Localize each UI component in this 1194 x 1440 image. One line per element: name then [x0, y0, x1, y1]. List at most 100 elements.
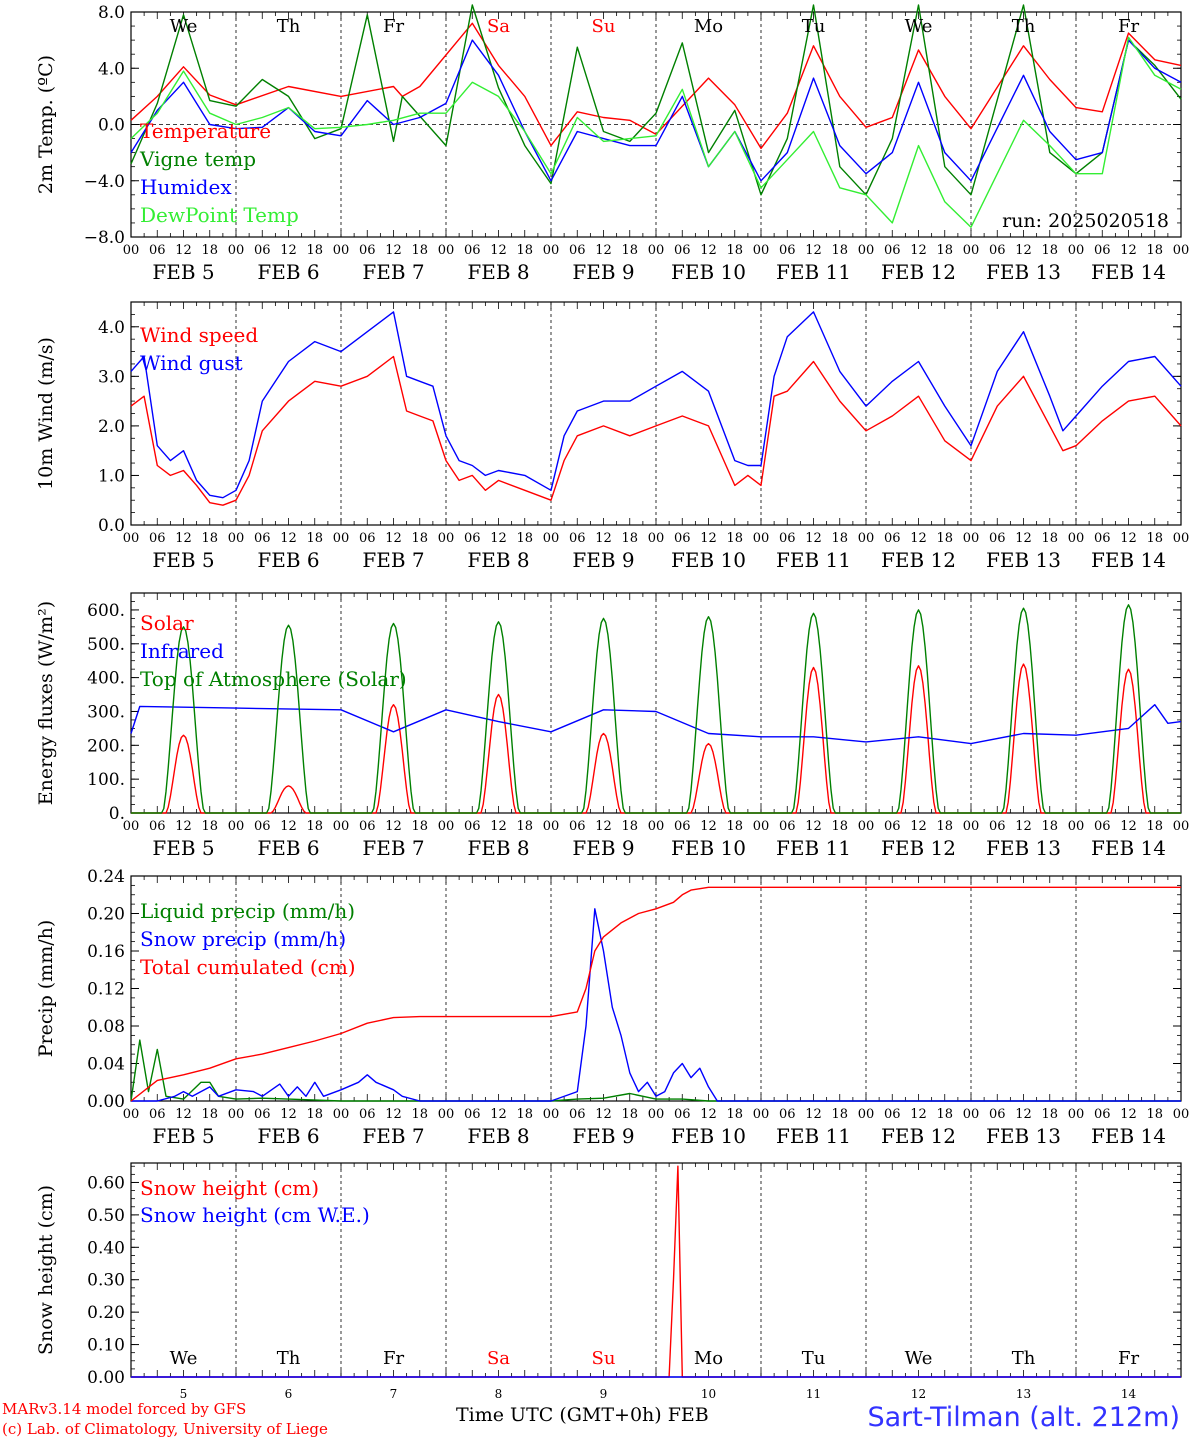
legend-entry: Wind speed	[140, 323, 258, 347]
hour-tick-label: 12	[805, 819, 822, 834]
y-tick-label: 0.	[109, 804, 125, 824]
hour-tick-label: 18	[201, 819, 218, 834]
day-label: FEB 8	[467, 836, 529, 860]
hour-tick-label: 00	[1173, 1107, 1190, 1122]
legend-entry: Top of Atmosphere (Solar)	[140, 667, 407, 691]
hour-tick-label: 00	[228, 1107, 245, 1122]
weekday-label: Th	[277, 16, 301, 37]
hour-tick-label: 00	[963, 819, 980, 834]
hour-tick-label: 12	[490, 531, 507, 546]
hour-tick-label: 12	[385, 819, 402, 834]
hour-tick-label: 06	[884, 819, 901, 834]
hour-tick-label: 12	[385, 1107, 402, 1122]
hour-tick-label: 00	[1068, 531, 1085, 546]
hour-tick-label: 18	[1146, 819, 1163, 834]
y-axis-label: Precip (mm/h)	[35, 920, 57, 1058]
day-number-label: 13	[1016, 1387, 1031, 1400]
hour-tick-label: 06	[359, 531, 376, 546]
series-line	[130, 1039, 1181, 1102]
hour-tick-label: 06	[884, 1107, 901, 1122]
hour-tick-label: 06	[884, 243, 901, 258]
hour-tick-label: 12	[490, 1107, 507, 1122]
y-tick-label: 0.30	[87, 1271, 125, 1291]
series-line	[130, 22, 1182, 150]
day-label: FEB 14	[1091, 836, 1166, 860]
hour-tick-label: 00	[543, 819, 560, 834]
series-line	[130, 39, 1182, 182]
hour-tick-label: 18	[201, 531, 218, 546]
series-line	[131, 604, 1181, 814]
y-tick-label: 1.0	[98, 466, 125, 486]
series-line	[130, 704, 1182, 745]
hour-tick-label: 12	[175, 1107, 192, 1122]
hour-tick-label: 12	[1015, 819, 1032, 834]
y-tick-label: 0.12	[87, 980, 125, 1000]
hour-tick-label: 00	[648, 819, 665, 834]
panel-3: 600. 500. 400. 300. 200. 100. 0. Energy fluxes …	[35, 592, 1189, 860]
hour-tick-label: 00	[1068, 819, 1085, 834]
x-axis-month: FEB	[667, 1404, 709, 1426]
hour-tick-label: 18	[936, 243, 953, 258]
hour-tick-label: 06	[569, 531, 586, 546]
hour-tick-label: 00	[333, 243, 350, 258]
hour-tick-label: 06	[359, 1107, 376, 1122]
legend-entry: Snow height (cm W.E.)	[140, 1203, 370, 1227]
weekday-label: Sa	[487, 16, 510, 37]
y-tick-label: 600.	[87, 601, 125, 621]
weekday-label: Fr	[383, 16, 404, 37]
day-label: FEB 13	[986, 836, 1061, 860]
y-tick-label: 0.0	[98, 516, 125, 536]
day-number-label: 8	[495, 1387, 503, 1400]
weekday-label: Fr	[383, 1348, 404, 1369]
hour-tick-label: 18	[726, 243, 743, 258]
legend-entry: Humidex	[140, 175, 232, 199]
day-label: FEB 6	[257, 836, 319, 860]
hour-tick-label: 00	[123, 819, 140, 834]
hour-tick-label: 18	[621, 243, 638, 258]
day-label: FEB 10	[671, 836, 746, 860]
y-tick-label: 200.	[87, 736, 125, 756]
hour-tick-label: 12	[1015, 1107, 1032, 1122]
day-label: FEB 10	[671, 260, 746, 284]
hour-tick-label: 00	[963, 243, 980, 258]
y-axis-label: 10m Wind (m/s)	[35, 337, 57, 490]
hour-tick-label: 06	[779, 243, 796, 258]
hour-tick-label: 18	[1041, 819, 1058, 834]
hour-tick-label: 06	[254, 531, 271, 546]
hour-tick-label: 00	[753, 531, 770, 546]
hour-tick-label: 12	[1015, 243, 1032, 258]
y-tick-label: 8.0	[98, 3, 125, 23]
hour-tick-label: 00	[858, 531, 875, 546]
weekday-label: Mo	[694, 1348, 723, 1369]
copyright-credit: (c) Lab. of Climatology, University of L…	[2, 1420, 328, 1438]
hour-tick-label: 06	[464, 819, 481, 834]
legend-entry: Solar	[140, 611, 194, 635]
hour-tick-label: 12	[910, 819, 927, 834]
day-label: FEB 14	[1091, 1124, 1166, 1148]
legend-entry: Wind gust	[140, 351, 243, 375]
hour-tick-label: 00	[543, 243, 560, 258]
legend-entry: Snow precip (mm/h)	[140, 927, 346, 951]
hour-tick-label: 00	[123, 531, 140, 546]
hour-tick-label: 06	[1094, 531, 1111, 546]
day-label: FEB 11	[776, 260, 851, 284]
legend-entry: Liquid precip (mm/h)	[140, 899, 355, 923]
hour-tick-label: 18	[1146, 1107, 1163, 1122]
hour-tick-label: 18	[936, 1107, 953, 1122]
hour-tick-label: 06	[989, 531, 1006, 546]
hour-tick-label: 12	[490, 243, 507, 258]
day-label: FEB 13	[986, 1124, 1061, 1148]
hour-tick-label: 00	[963, 531, 980, 546]
y-tick-label: 0.20	[87, 1303, 125, 1323]
day-label: FEB 10	[671, 1124, 746, 1148]
hour-tick-label: 12	[175, 531, 192, 546]
hour-tick-label: 00	[1068, 1107, 1085, 1122]
weekday-label: Fr	[1118, 1348, 1139, 1369]
series-line	[130, 311, 1182, 499]
hour-tick-label: 06	[674, 531, 691, 546]
hour-tick-label: 12	[280, 531, 297, 546]
hour-tick-label: 18	[726, 531, 743, 546]
hour-tick-label: 06	[1094, 1107, 1111, 1122]
weekday-label: We	[905, 1348, 933, 1369]
weekday-label: Th	[1012, 16, 1036, 37]
